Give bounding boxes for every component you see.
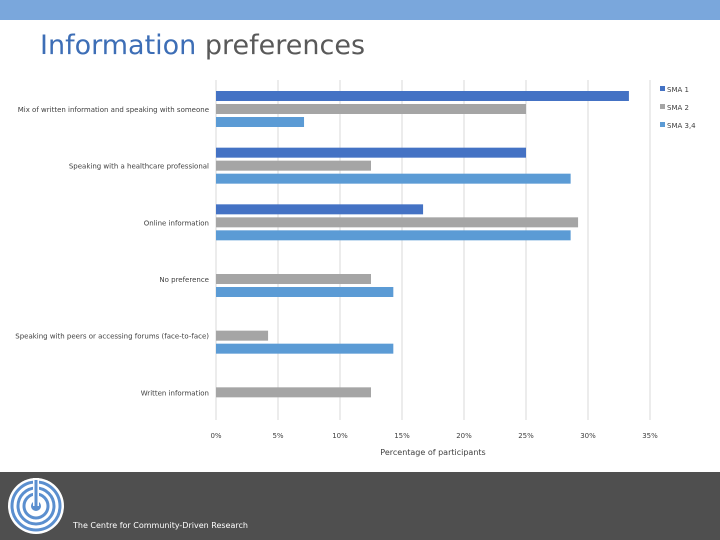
category-label: No preference (159, 276, 209, 284)
category-label: Written information (141, 389, 209, 397)
x-tick-label: 10% (332, 432, 348, 440)
x-tick-label: 30% (580, 432, 596, 440)
x-tick-label: 35% (642, 432, 658, 440)
x-axis-label: Percentage of participants (380, 448, 485, 457)
bar (216, 160, 371, 171)
bar (216, 204, 424, 215)
concentric-circles-logo-icon (8, 478, 64, 534)
title-part-2: preferences (204, 30, 366, 61)
legend-swatch (660, 104, 665, 109)
footer: The Centre for Community-Driven Research (0, 472, 720, 540)
bar (216, 147, 526, 158)
bar (216, 104, 526, 114)
x-tick-label: 0% (210, 432, 221, 440)
bar (216, 117, 305, 127)
chart-area: Mix of written information and speaking … (15, 80, 696, 457)
x-tick-label: 5% (272, 432, 283, 440)
bar (216, 274, 371, 284)
top-accent-bar (0, 0, 720, 20)
bar (216, 230, 571, 241)
page-title: Information preferences (40, 30, 365, 61)
x-tick-label: 25% (518, 432, 534, 440)
legend-swatch (660, 122, 665, 127)
bar (216, 343, 394, 354)
bar (216, 330, 269, 341)
bar (216, 91, 629, 101)
x-tick-label: 20% (456, 432, 472, 440)
bar (216, 173, 571, 184)
legend-label: SMA 1 (667, 86, 689, 94)
category-label: Mix of written information and speaking … (18, 106, 209, 114)
bar (216, 217, 579, 228)
x-tick-label: 15% (394, 432, 410, 440)
bar (216, 287, 394, 297)
legend-swatch (660, 86, 665, 91)
category-label: Speaking with peers or accessing forums … (15, 333, 209, 341)
legend-label: SMA 3,4 (667, 122, 696, 130)
bar (216, 387, 371, 398)
title-part-1: Information (40, 30, 197, 61)
footer-org-name: The Centre for Community-Driven Research (73, 521, 248, 530)
category-label: Speaking with a healthcare professional (69, 163, 209, 171)
legend-label: SMA 2 (667, 104, 689, 112)
category-label: Online information (144, 219, 209, 227)
